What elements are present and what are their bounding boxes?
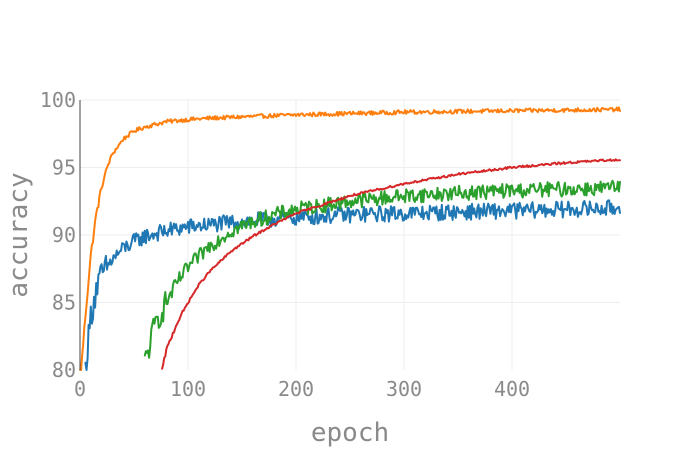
x-axis-title: epoch: [311, 418, 389, 448]
x-tick-label: 300: [386, 377, 422, 401]
x-tick-label: 400: [494, 377, 530, 401]
y-tick-label: 95: [52, 156, 76, 180]
x-tick-label: 100: [170, 377, 206, 401]
series-line: [79, 106, 621, 371]
grid-lines: [80, 99, 620, 370]
series-lines: [79, 106, 621, 371]
y-tick-label: 100: [40, 88, 76, 112]
y-axis-title: accuracy: [4, 172, 34, 297]
x-tick-label: 0: [74, 377, 86, 401]
series-line: [143, 179, 621, 359]
y-tick-label: 90: [52, 223, 76, 247]
tick-labels: 80 85 90 95 100 0 100 200 300 400: [40, 88, 530, 401]
y-tick-label: 85: [52, 291, 76, 315]
x-tick-label: 200: [278, 377, 314, 401]
series-line: [84, 199, 621, 371]
series-line: [161, 158, 621, 370]
y-tick-label: 80: [52, 358, 76, 382]
